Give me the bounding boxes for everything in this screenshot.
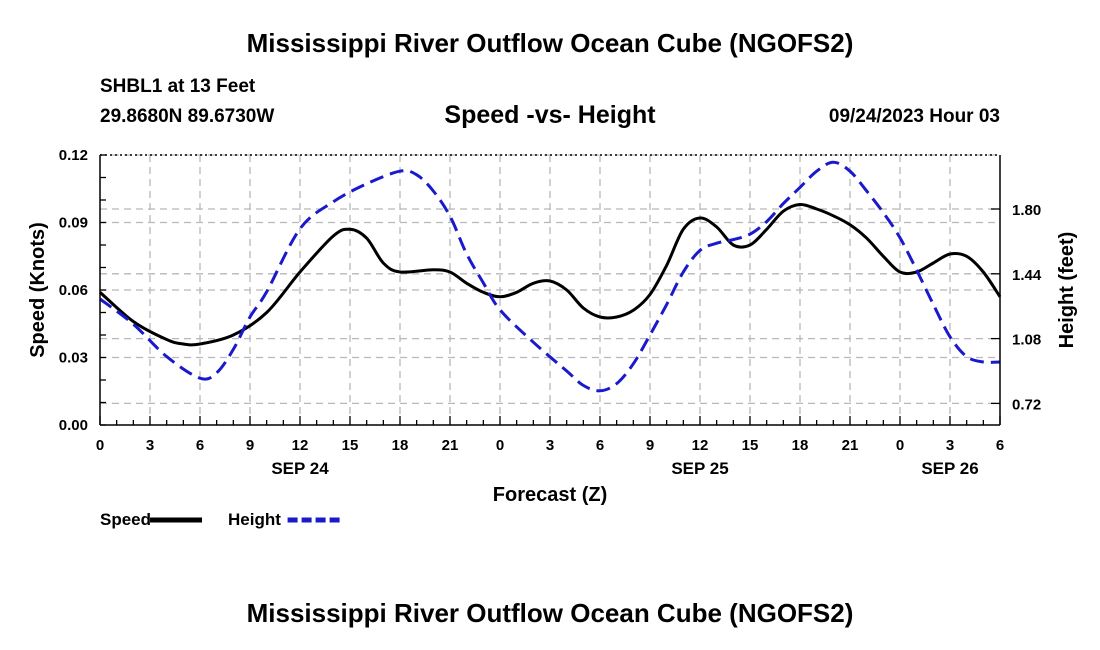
x-tick-label: 21 [842,437,859,454]
footer-title: Mississippi River Outflow Ocean Cube (NG… [246,598,854,628]
y-left-tick-label: 0.03 [59,350,88,367]
x-tick-label: 18 [392,437,409,454]
series-line-height [99,160,1001,393]
y-left-tick-label: 0.06 [59,282,88,299]
x-tick-label: 21 [442,437,459,454]
y-right-tick-label: 1.44 [1012,267,1042,284]
forecast-timestamp: 09/24/2023 Hour 03 [828,106,1000,127]
x-tick-label: 12 [692,437,709,454]
x-tick-label: 12 [292,437,309,454]
x-date-label: SEP 26 [921,459,978,478]
station-label: SHBL1 at 13 Feet [100,76,256,97]
x-tick-label: 18 [792,437,809,454]
chart-main-title: Mississippi River Outflow Ocean Cube (NG… [246,28,854,58]
x-tick-label: 3 [146,437,154,454]
x-tick-label: 6 [996,437,1004,454]
labels-layer: 0 3 6 9 12 15 18 21 0 3 6 9 12 15 18 21 0 3 6 SEP 24 SEP 25 S… [27,147,1078,506]
x-tick-label: 0 [96,437,104,454]
legend-label-speed: Speed [100,510,151,529]
x-tick-label: 0 [496,437,504,454]
y-left-tick-label: 0.00 [59,417,88,434]
x-tick-label: 15 [742,437,759,454]
series-line-speed [99,202,1002,347]
x-tick-label: 9 [646,437,654,454]
y-left-axis-title: Speed (Knots) [27,222,49,358]
x-tick-label: 6 [196,437,204,454]
legend-label-height: Height [228,510,281,529]
y-left-tick-label: 0.12 [59,147,88,164]
x-tick-label: 3 [946,437,954,454]
y-right-tick-label: 1.08 [1012,332,1041,349]
x-tick-label: 3 [546,437,554,454]
legend: Speed Height [100,510,340,529]
y-left-tick-label: 0.09 [59,215,88,232]
series-layer [99,160,1002,393]
x-tick-label: 0 [896,437,904,454]
y-right-tick-label: 0.72 [1012,396,1041,413]
x-tick-label: 6 [596,437,604,454]
station-coordinates: 29.8680N 89.6730W [100,106,275,127]
axes-layer [99,154,1001,426]
x-date-label: SEP 25 [671,459,728,478]
x-axis-title: Forecast (Z) [493,484,607,506]
y-right-tick-label: 1.80 [1012,202,1041,219]
grid-layer [100,154,1000,425]
x-date-label: SEP 24 [271,459,329,478]
x-tick-label: 15 [342,437,359,454]
y-right-axis-title: Height (feet) [1056,232,1078,349]
chart-subtitle: Speed -vs- Height [444,101,656,129]
x-tick-label: 9 [246,437,254,454]
